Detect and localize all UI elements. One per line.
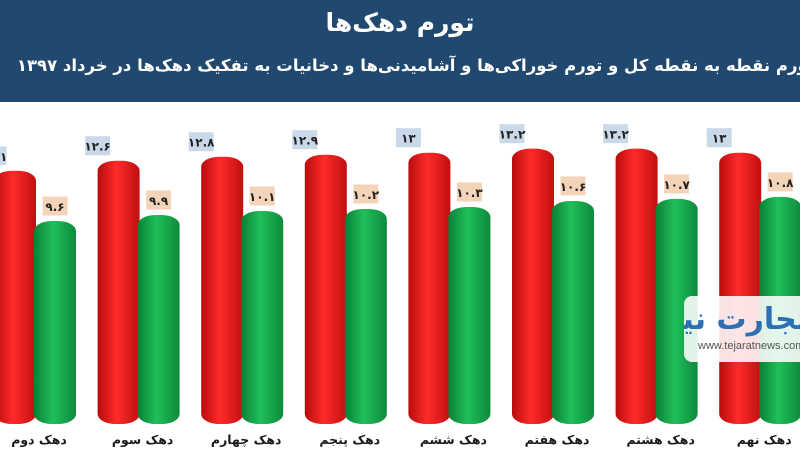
- data-label-food: ۱۰.۱: [248, 185, 276, 207]
- data-label-total: ۱۳.۲: [498, 123, 526, 145]
- bar-total-inflation: [304, 154, 347, 424]
- svg-text:۹.۶: ۹.۶: [45, 200, 64, 214]
- category-label: دهک نهم: [737, 432, 792, 447]
- bar-food-inflation: [241, 210, 284, 424]
- data-label-food: ۱۰.۷: [663, 173, 691, 195]
- bar-total-inflation: [408, 152, 451, 424]
- data-label-total: ۱۲.۱: [0, 145, 8, 167]
- chart-title: تورم دهک‌ها: [325, 8, 475, 37]
- svg-text:۱۲.۹: ۱۲.۹: [292, 134, 319, 148]
- bar-food-inflation: [552, 200, 594, 424]
- svg-text:۱۲.۶: ۱۲.۶: [84, 140, 111, 154]
- svg-text:۹.۹: ۹.۹: [149, 194, 169, 208]
- bar-food-inflation: [137, 215, 180, 424]
- bar-total-inflation: [615, 148, 658, 424]
- data-label-total: ۱۲.۸: [187, 131, 215, 153]
- chart-header: تورم دهک‌ها تورم نقطه به نقطه کل و تورم …: [0, 0, 800, 102]
- bar-total-inflation: [512, 148, 554, 424]
- bar-total-inflation: [97, 160, 140, 425]
- svg-text:۱۲.۸: ۱۲.۸: [188, 136, 215, 150]
- category-label: دهک هفتم: [525, 432, 590, 447]
- category-label: دهک ششم: [420, 432, 487, 447]
- data-label-total: ۱۲.۹: [291, 129, 319, 151]
- bar-food-inflation: [34, 221, 76, 424]
- svg-text:۱۰.۲: ۱۰.۲: [353, 188, 380, 202]
- watermark-url: www.tejaratnews.com: [698, 340, 800, 352]
- category-label: دهک دوم: [11, 432, 67, 448]
- bar-chart: ۱۲.۱ ۹.۶ ۱۲.۶ ۹.۹ ۱۲.۸ ۱۰.۱ ۱۲.۹ ۱۰.۲ ۱۳ ۱۰.۳ ۱۳.۲…: [0, 123, 800, 448]
- svg-text:۱۰.۸: ۱۰.۸: [767, 176, 794, 190]
- data-label-total: ۱۳: [394, 127, 422, 149]
- category-label: دهک پنجم: [319, 432, 380, 447]
- data-label-total: ۱۳.۲: [602, 123, 630, 145]
- bar-food-inflation: [448, 206, 491, 424]
- data-label-food: ۱۰.۳: [455, 181, 483, 203]
- data-label-total: ۱۳: [705, 127, 733, 149]
- svg-text:۱۰.۷: ۱۰.۷: [663, 178, 690, 192]
- svg-text:۱۰.۳: ۱۰.۳: [456, 186, 483, 200]
- svg-text:۱۰.۱: ۱۰.۱: [249, 190, 276, 204]
- data-label-food: ۱۰.۲: [352, 183, 380, 205]
- data-label-food: ۱۰.۶: [559, 175, 587, 197]
- bar-total-inflation: [719, 152, 762, 424]
- svg-text:۱۳: ۱۳: [401, 132, 416, 146]
- data-label-food: ۹.۶: [41, 195, 69, 217]
- data-label-total: ۱۲.۶: [84, 135, 112, 157]
- data-label-food: ۱۰.۸: [766, 171, 794, 193]
- watermark-brand: تجارت نیوز: [684, 302, 800, 337]
- svg-text:۱۳: ۱۳: [712, 132, 727, 146]
- bar-total-inflation: [0, 170, 36, 424]
- category-label: دهک هشتم: [626, 432, 695, 447]
- bar-food-inflation: [344, 208, 387, 424]
- svg-text:۱۰.۶: ۱۰.۶: [560, 180, 587, 194]
- svg-text:۱۳.۲: ۱۳.۲: [602, 128, 629, 142]
- bar-food-inflation: [655, 198, 698, 424]
- data-label-food: ۹.۹: [145, 189, 173, 211]
- category-label: دهک سوم: [112, 432, 174, 448]
- chart-subtitle: تورم نقطه به نقطه کل و تورم خوراکی‌ها و …: [16, 56, 800, 75]
- bar-total-inflation: [201, 156, 244, 424]
- svg-text:۱۲.۱: ۱۲.۱: [0, 150, 7, 164]
- category-label: دهک چهارم: [211, 432, 282, 448]
- watermark-logo: تجارت نیوز www.tejaratnews.com: [684, 296, 800, 362]
- svg-text:۱۳.۲: ۱۳.۲: [499, 128, 526, 142]
